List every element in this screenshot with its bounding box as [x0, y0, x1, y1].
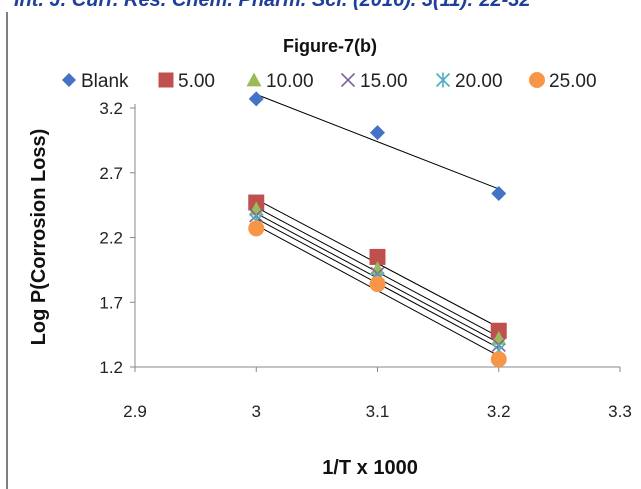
legend: Blank 5.00 10.00 15.00 20.00 25.00 — [62, 71, 597, 92]
legend-label: 10.00 — [266, 71, 314, 92]
chart-title: Figure-7(b) — [283, 36, 377, 56]
x-tick-label: 2.9 — [123, 402, 147, 421]
data-point-10.00 — [370, 261, 385, 275]
legend-label: Blank — [81, 71, 129, 92]
legend-marker-15.00 — [340, 72, 356, 88]
legend-marker-10.00 — [246, 72, 262, 87]
y-tick-label: 1.7 — [99, 293, 123, 312]
legend-label: 25.00 — [549, 71, 597, 92]
data-point-Blank — [248, 91, 264, 107]
legend-marker-25.00 — [529, 72, 545, 88]
data-point-Blank — [370, 125, 385, 141]
legend-label: 20.00 — [455, 71, 503, 92]
data-point-5.00 — [369, 248, 386, 265]
x-tick-label: 3.1 — [366, 402, 390, 421]
legend-marker-5.00 — [158, 72, 174, 88]
data-point-25.00 — [369, 276, 386, 293]
y-tick-label: 2.7 — [99, 164, 123, 183]
y-tick-label: 3.2 — [99, 99, 123, 118]
trendline-Blank — [256, 93, 499, 190]
legend-label: 5.00 — [178, 71, 215, 92]
data-point-25.00 — [248, 220, 265, 237]
y-tick-label: 2.2 — [99, 229, 123, 248]
x-tick-label: 3.2 — [487, 402, 511, 421]
data-markers — [248, 91, 507, 368]
x-axis-label: 1/T x 1000 — [322, 457, 418, 479]
legend-marker-20.00 — [435, 72, 451, 88]
data-point-Blank — [491, 185, 507, 201]
x-tick-label: 3.3 — [608, 402, 632, 421]
y-axis-label: Log P(Corrosion Loss) — [28, 129, 50, 346]
legend-label: 15.00 — [360, 71, 408, 92]
data-point-5.00 — [490, 322, 507, 339]
journal-header: Int. J. Curr. Res. Chem. Pharm. Sci. (20… — [14, 0, 531, 11]
x-tick-label: 3 — [252, 402, 261, 421]
y-tick-label: 1.2 — [99, 358, 123, 377]
axes: 1.2 1.7 2.2 2.7 3.2 2.9 3 3.1 3.2 3.3 — [99, 99, 631, 421]
data-point-25.00 — [490, 351, 507, 368]
legend-marker-Blank — [62, 73, 76, 87]
